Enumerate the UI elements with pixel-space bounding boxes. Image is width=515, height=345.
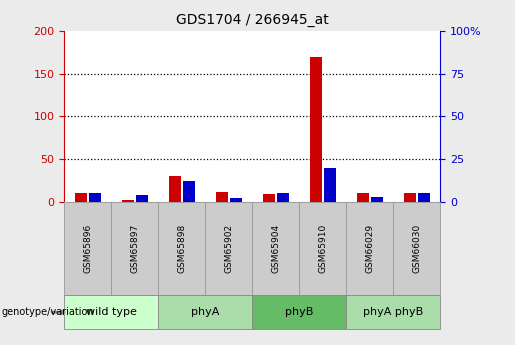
Text: wild type: wild type — [86, 307, 137, 317]
Title: GDS1704 / 266945_at: GDS1704 / 266945_at — [176, 13, 329, 27]
Bar — [357, 193, 369, 202]
Text: GSM66030: GSM66030 — [413, 224, 421, 273]
Text: GSM66029: GSM66029 — [365, 224, 374, 273]
Text: phyB: phyB — [285, 307, 314, 317]
Text: GSM65898: GSM65898 — [177, 224, 186, 273]
Bar — [122, 200, 134, 202]
Bar — [183, 181, 195, 202]
Bar — [324, 168, 336, 202]
Text: GSM65896: GSM65896 — [83, 224, 92, 273]
Bar — [277, 193, 288, 202]
Bar — [169, 176, 181, 202]
Text: genotype/variation: genotype/variation — [1, 307, 94, 317]
Text: GSM65902: GSM65902 — [225, 224, 233, 273]
Bar — [216, 191, 228, 202]
Bar — [310, 57, 322, 202]
Bar — [75, 193, 87, 202]
Text: GSM65910: GSM65910 — [318, 224, 328, 273]
Bar — [230, 198, 242, 202]
Bar — [371, 197, 383, 202]
Bar — [263, 194, 275, 202]
Text: phyA phyB: phyA phyB — [363, 307, 423, 317]
Bar — [136, 195, 148, 202]
Text: GSM65897: GSM65897 — [130, 224, 140, 273]
Bar — [418, 193, 430, 202]
Bar — [404, 193, 416, 202]
Text: GSM65904: GSM65904 — [271, 224, 280, 273]
Text: phyA: phyA — [191, 307, 219, 317]
Bar — [89, 193, 100, 202]
